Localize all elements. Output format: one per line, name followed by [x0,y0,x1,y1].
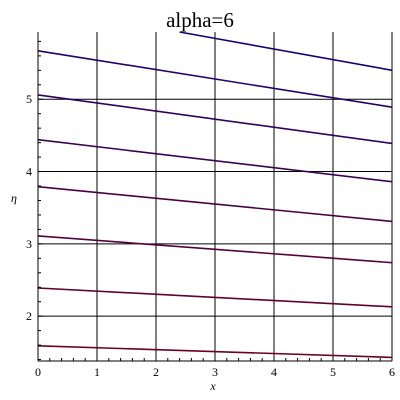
series-line [37,345,393,359]
axes: 0 1 2 3 4 5 6 2 3 4 5 [26,32,395,379]
x-tick-label: 6 [389,365,395,379]
x-tick-label: 1 [94,365,100,379]
x-tick-label: 0 [35,365,41,379]
x-tick-label: 2 [153,365,159,379]
series-line [37,287,393,308]
series-line [179,31,393,72]
grid [38,32,393,361]
series-group [37,31,393,359]
x-tick-label: 3 [212,365,218,379]
series-line [37,50,393,108]
y-tick-label: 5 [26,92,32,106]
series-line [37,235,393,264]
series-line [37,138,393,183]
x-tick-label: 5 [330,365,336,379]
series-line [37,94,393,145]
y-tick-label: 3 [26,237,32,251]
x-axis-label: x [209,379,216,393]
y-axis-label: η [11,191,17,205]
y-tick-label: 2 [26,309,32,323]
x-tick-label: 4 [271,365,277,379]
y-tick-label: 4 [26,165,32,179]
series-line [37,185,393,223]
chart-title: alpha=6 [166,8,234,32]
